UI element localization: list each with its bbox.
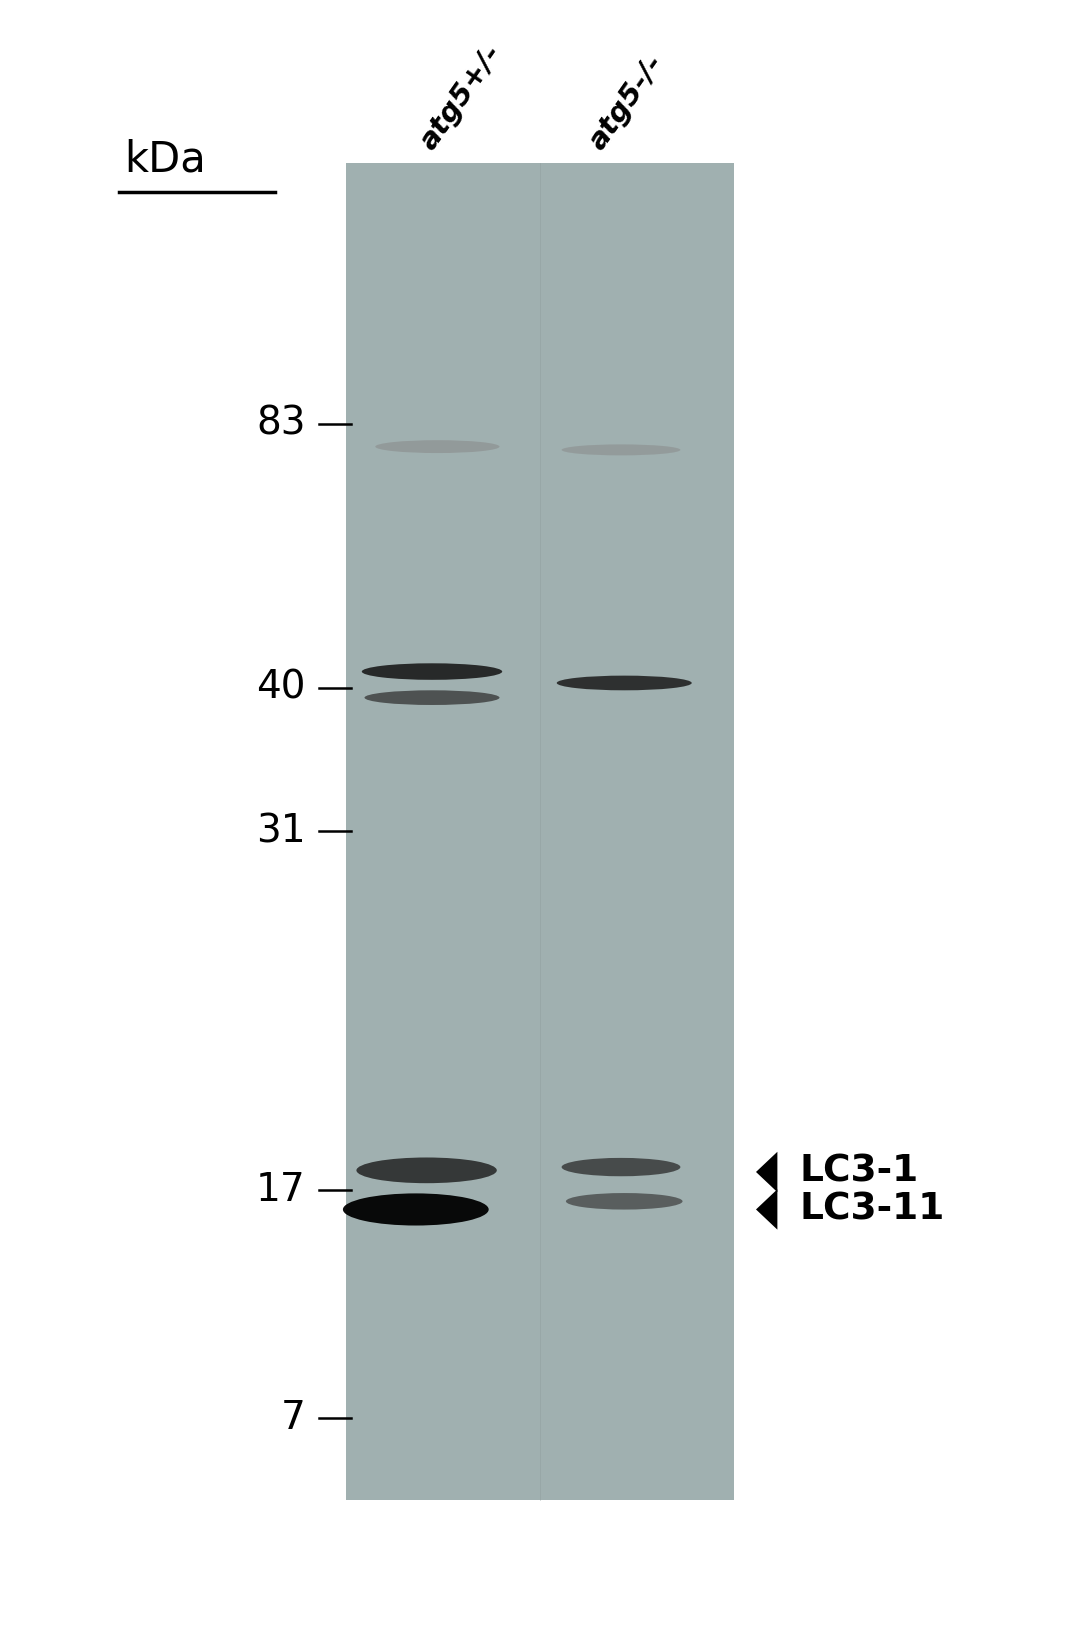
Ellipse shape (362, 663, 502, 680)
Text: 31: 31 (256, 812, 306, 851)
Text: 7: 7 (281, 1399, 306, 1438)
Text: atg5+/-: atg5+/- (415, 39, 508, 155)
FancyBboxPatch shape (346, 163, 734, 1500)
Ellipse shape (343, 1193, 489, 1226)
Ellipse shape (557, 675, 692, 691)
Ellipse shape (566, 1193, 683, 1209)
Text: 17: 17 (256, 1170, 306, 1209)
Ellipse shape (376, 440, 500, 453)
Text: atg5-/-: atg5-/- (584, 49, 670, 155)
Text: 83: 83 (256, 404, 306, 443)
Polygon shape (756, 1190, 778, 1229)
Ellipse shape (562, 1157, 680, 1177)
Text: 40: 40 (256, 668, 306, 707)
Ellipse shape (562, 445, 680, 455)
Polygon shape (756, 1152, 778, 1192)
Text: LC3-1: LC3-1 (799, 1154, 918, 1190)
Text: LC3-11: LC3-11 (799, 1192, 945, 1227)
Ellipse shape (365, 689, 499, 706)
Ellipse shape (356, 1157, 497, 1183)
Text: kDa: kDa (124, 139, 206, 181)
